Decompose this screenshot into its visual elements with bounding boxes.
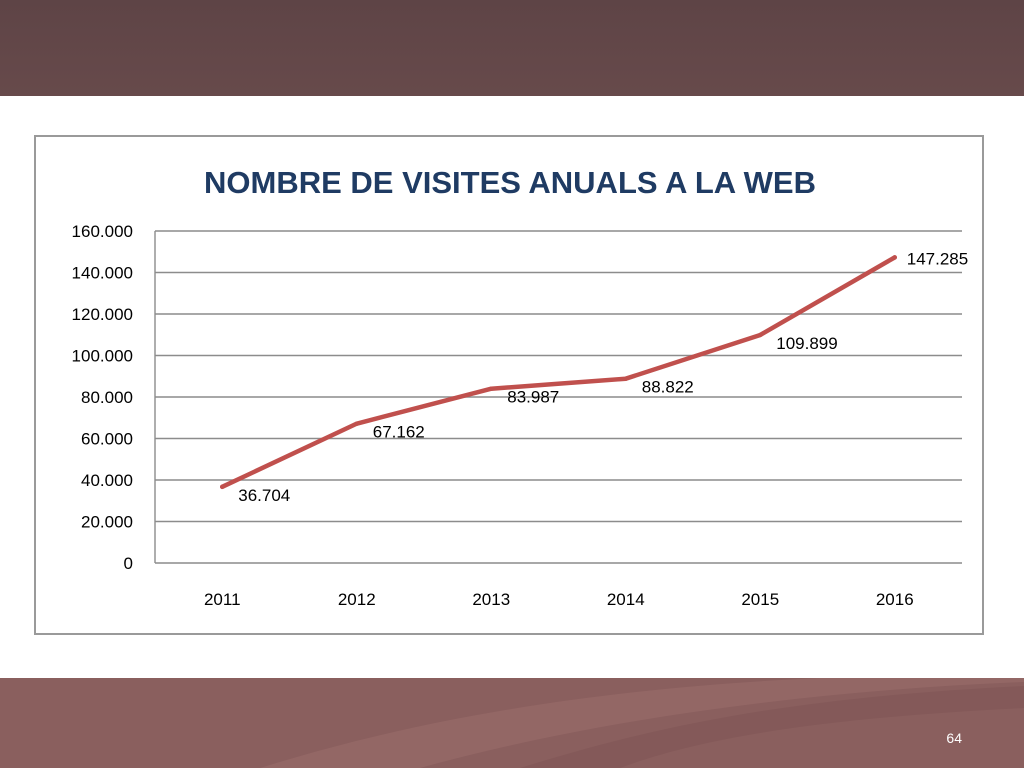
data-label: 109.899 <box>776 334 837 353</box>
data-label: 147.285 <box>907 249 968 268</box>
y-tick-label: 0 <box>124 554 133 573</box>
gridlines <box>155 230 962 523</box>
data-label: 67.162 <box>373 423 425 442</box>
data-labels: 36.704 67.162 83.987 88.822 109.899 147.285 <box>238 249 968 504</box>
y-tick-label: 140.000 <box>72 264 133 283</box>
x-tick-label: 2013 <box>472 590 510 609</box>
chart-container: NOMBRE DE VISITES ANUALS A LA WEB 0 20.00… <box>34 135 984 635</box>
series-line <box>220 255 897 490</box>
data-point <box>892 255 897 260</box>
data-point <box>623 376 628 381</box>
y-tick-label: 160.000 <box>72 222 133 241</box>
slide-number: 64 <box>946 730 962 746</box>
axes <box>154 231 962 564</box>
x-tick-label: 2014 <box>607 590 645 609</box>
footer-swoosh <box>260 678 1024 768</box>
data-point <box>220 484 225 490</box>
y-tick-label: 40.000 <box>81 471 133 490</box>
line-chart: NOMBRE DE VISITES ANUALS A LA WEB 0 20.00… <box>72 165 969 609</box>
x-axis-ticks: 2011 2012 2013 2014 2015 2016 <box>204 590 914 609</box>
data-point <box>354 421 359 426</box>
x-tick-label: 2012 <box>338 590 376 609</box>
data-label: 88.822 <box>642 378 694 397</box>
series-layer <box>220 255 897 490</box>
data-point <box>758 332 763 338</box>
footer-band: 64 <box>0 678 1024 768</box>
y-tick-label: 100.000 <box>72 347 133 366</box>
header-band <box>0 0 1024 96</box>
data-point <box>489 386 494 391</box>
y-tick-label: 80.000 <box>81 388 133 407</box>
y-axis-ticks: 0 20.000 40.000 60.000 80.000 100.000 120.000 1… <box>72 222 133 573</box>
y-tick-label: 60.000 <box>81 430 133 449</box>
y-tick-label: 20.000 <box>81 513 133 532</box>
chart-title: NOMBRE DE VISITES ANUALS A LA WEB <box>204 165 816 200</box>
data-label: 36.704 <box>238 486 290 505</box>
x-tick-label: 2016 <box>876 590 914 609</box>
x-tick-label: 2011 <box>204 590 241 609</box>
data-label: 83.987 <box>507 388 559 407</box>
x-tick-label: 2015 <box>741 590 779 609</box>
y-tick-label: 120.000 <box>72 305 133 324</box>
